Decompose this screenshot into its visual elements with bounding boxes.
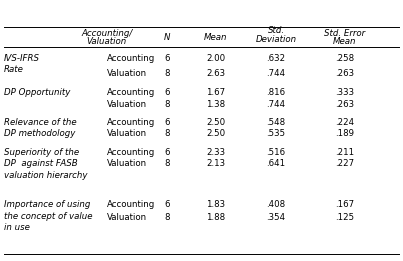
Text: in use: in use [4, 223, 30, 232]
Text: 1.67: 1.67 [206, 88, 225, 97]
Text: 2.50: 2.50 [206, 118, 225, 127]
Text: .548: .548 [266, 118, 286, 127]
Text: 6: 6 [164, 118, 170, 127]
Text: 6: 6 [164, 88, 170, 97]
Text: 8: 8 [164, 69, 170, 78]
Text: .641: .641 [266, 159, 286, 168]
Text: Std.: Std. [268, 26, 285, 35]
Text: Accounting: Accounting [107, 88, 155, 97]
Text: 2.63: 2.63 [206, 69, 225, 78]
Text: 8: 8 [164, 100, 170, 109]
Text: valuation hierarchy: valuation hierarchy [4, 171, 87, 180]
Text: 1.88: 1.88 [206, 213, 225, 222]
Text: .333: .333 [335, 88, 354, 97]
Text: Valuation: Valuation [107, 213, 147, 222]
Text: 6: 6 [164, 54, 170, 63]
Text: N: N [164, 33, 170, 42]
Text: .263: .263 [335, 69, 354, 78]
Text: Valuation: Valuation [87, 37, 127, 46]
Text: Superiority of the: Superiority of the [4, 148, 79, 157]
Text: 1.38: 1.38 [206, 100, 225, 109]
Text: Accounting: Accounting [107, 200, 155, 209]
Text: Accounting: Accounting [107, 118, 155, 127]
Text: 2.13: 2.13 [206, 159, 225, 168]
Text: .516: .516 [266, 148, 286, 157]
Text: .354: .354 [266, 213, 286, 222]
Text: 2.50: 2.50 [206, 129, 225, 138]
Text: .816: .816 [266, 88, 286, 97]
Text: Accounting: Accounting [107, 148, 155, 157]
Text: Accounting/: Accounting/ [81, 29, 133, 38]
Text: .744: .744 [266, 100, 286, 109]
Text: .125: .125 [335, 213, 354, 222]
Text: .189: .189 [335, 129, 354, 138]
Text: DP  against FASB: DP against FASB [4, 159, 78, 168]
Text: the concept of value: the concept of value [4, 212, 93, 221]
Text: .224: .224 [335, 118, 354, 127]
Text: 2.00: 2.00 [206, 54, 225, 63]
Text: .167: .167 [335, 200, 354, 209]
Text: .227: .227 [335, 159, 354, 168]
Text: 8: 8 [164, 159, 170, 168]
Text: Mean: Mean [333, 37, 356, 46]
Text: 8: 8 [164, 129, 170, 138]
Text: 6: 6 [164, 200, 170, 209]
Text: .263: .263 [335, 100, 354, 109]
Text: .211: .211 [335, 148, 354, 157]
Text: Valuation: Valuation [107, 159, 147, 168]
Text: .632: .632 [266, 54, 286, 63]
Text: Valuation: Valuation [107, 100, 147, 109]
Text: Deviation: Deviation [256, 35, 297, 44]
Text: Accounting: Accounting [107, 54, 155, 63]
Text: .408: .408 [266, 200, 286, 209]
Text: 6: 6 [164, 148, 170, 157]
Text: Valuation: Valuation [107, 129, 147, 138]
Text: 8: 8 [164, 213, 170, 222]
Text: DP methodology: DP methodology [4, 129, 75, 138]
Text: Importance of using: Importance of using [4, 200, 90, 209]
Text: DP Opportunity: DP Opportunity [4, 88, 71, 97]
Text: 1.83: 1.83 [206, 200, 225, 209]
Text: .258: .258 [335, 54, 354, 63]
Text: IVS-IFRS: IVS-IFRS [4, 54, 40, 63]
Text: .535: .535 [266, 129, 286, 138]
Text: 2.33: 2.33 [206, 148, 225, 157]
Text: .744: .744 [266, 69, 286, 78]
Text: Valuation: Valuation [107, 69, 147, 78]
Text: Mean: Mean [204, 33, 227, 42]
Text: Rate: Rate [4, 66, 24, 74]
Text: Relevance of the: Relevance of the [4, 118, 77, 127]
Text: Std. Error: Std. Error [324, 29, 365, 38]
